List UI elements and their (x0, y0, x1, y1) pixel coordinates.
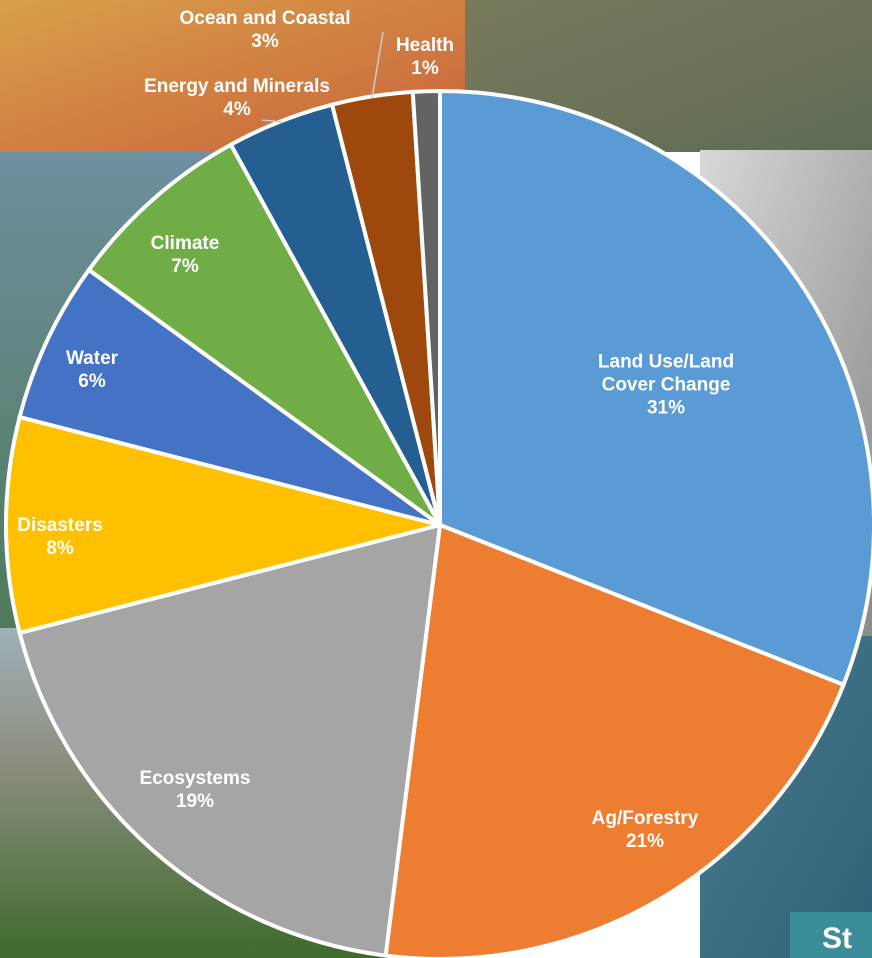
value-label: 21% (625, 831, 665, 852)
value-label: 1% (411, 58, 439, 79)
leader-line (261, 119, 283, 123)
slice-label: Water 6% (66, 347, 118, 393)
leader-line (371, 31, 384, 99)
slice-label: Disasters 8% (17, 514, 103, 560)
category-label: Climate (150, 233, 220, 254)
value-label: 3% (251, 31, 279, 52)
category-label: Ecosystems (139, 768, 251, 789)
category-label: Health (395, 35, 455, 56)
category-label: Disasters (17, 515, 103, 536)
category-label: Water (65, 348, 119, 369)
pie-slice (4, 414, 441, 636)
overlay-box (790, 912, 872, 958)
pie-slice (383, 522, 847, 958)
category-label: Energy and Minerals (144, 76, 330, 97)
value-label: 19% (175, 791, 215, 812)
category-label: Ocean and Coastal (179, 8, 351, 29)
slice-label: Energy and Minerals 4% (144, 75, 330, 121)
slice-label: Ecosystems 19% (140, 767, 251, 813)
value-label: 8% (46, 538, 74, 559)
value-label: 6% (78, 371, 106, 392)
category-label: Land Use/Land Cover Change (597, 351, 735, 396)
slice-label: Climate 7% (151, 232, 220, 278)
pie-slice (86, 141, 442, 527)
category-label: Ag/Forestry (591, 808, 699, 829)
pie-slice (17, 522, 443, 958)
slice-label: Land Use/Land Cover Change 31% (591, 351, 741, 420)
slice-label: Ocean and Coastal 3% (179, 7, 350, 53)
value-label: 4% (223, 99, 251, 120)
slice-label: Ag/Forestry 21% (592, 807, 699, 853)
overlay-text: St (822, 922, 852, 955)
pie-slice (17, 267, 442, 527)
value-label: 7% (171, 256, 199, 277)
pie-slice (410, 88, 442, 526)
value-label: 31% (646, 397, 686, 419)
slice-label: Health 1% (396, 34, 454, 80)
